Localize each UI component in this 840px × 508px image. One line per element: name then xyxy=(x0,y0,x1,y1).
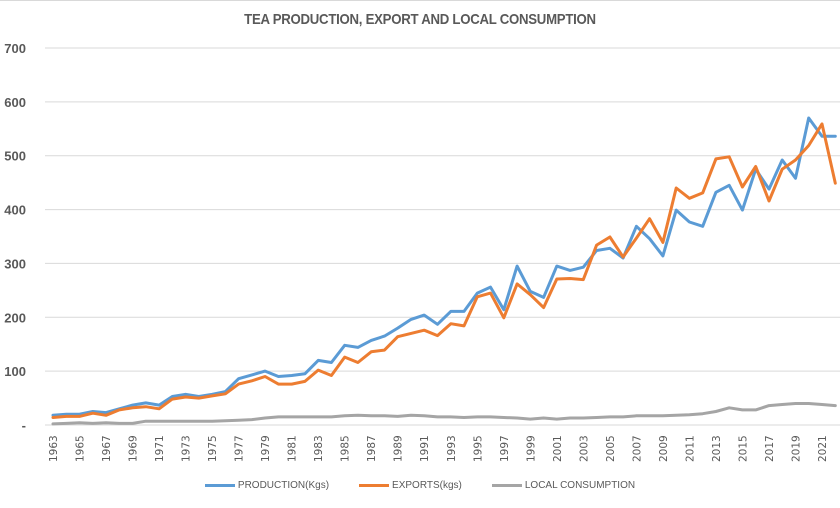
x-tick-label: 1963 xyxy=(48,435,60,462)
x-tick-label: 1987 xyxy=(366,435,378,462)
x-tick-label: 1981 xyxy=(287,435,299,462)
x-tick-label: 2013 xyxy=(711,435,723,462)
x-tick-label: 1997 xyxy=(499,435,511,462)
x-tick-label: 1977 xyxy=(234,435,246,462)
y-tick-label: 100 xyxy=(4,364,26,379)
x-axis-ticks: 1963 1965 1967 1969 1971 1973 1975 1977 1979 1981… xyxy=(48,435,829,462)
y-axis-ticks: - 100 200 300 400 500 600 700 xyxy=(4,41,26,433)
series-line-local-consumption xyxy=(51,402,837,426)
series-line-exports-kgs xyxy=(51,122,837,419)
x-tick-label: 2015 xyxy=(737,435,749,462)
legend-item-exports: EXPORTS(kgs) xyxy=(359,480,462,491)
x-tick-label: 1983 xyxy=(313,435,325,462)
x-tick-label: 1989 xyxy=(393,435,405,462)
y-tick-label: 400 xyxy=(4,203,26,218)
x-tick-label: 1973 xyxy=(181,435,193,462)
x-tick-label: 2003 xyxy=(578,435,590,462)
x-tick-label: 2001 xyxy=(552,435,564,462)
x-tick-label: 2007 xyxy=(631,435,643,462)
x-tick-label: 1969 xyxy=(128,435,140,462)
legend-label: PRODUCTION(Kgs) xyxy=(237,480,330,491)
y-tick-label: - xyxy=(22,418,26,433)
legend-item-local-consumption: LOCAL CONSUMPTION xyxy=(491,480,636,491)
x-tick-label: 2017 xyxy=(764,435,776,462)
y-tick-label: 200 xyxy=(4,310,26,325)
x-tick-label: 1991 xyxy=(419,435,431,462)
x-tick-label: 2019 xyxy=(790,435,802,462)
x-tick-label: 1971 xyxy=(154,435,166,462)
x-tick-label: 2021 xyxy=(817,435,829,462)
gridlines xyxy=(45,47,840,426)
x-tick-label: 1965 xyxy=(75,435,87,462)
x-tick-label: 2005 xyxy=(605,435,617,462)
x-tick-label: 1995 xyxy=(472,435,484,462)
x-tick-label: 1993 xyxy=(446,435,458,462)
y-tick-label: 600 xyxy=(4,95,26,110)
x-tick-label: 2009 xyxy=(658,435,670,462)
legend-swatch-production xyxy=(204,484,235,487)
x-tick-label: 1999 xyxy=(525,435,537,462)
y-tick-label: 700 xyxy=(4,41,26,56)
legend-swatch-local-consumption xyxy=(491,484,522,487)
legend-label: EXPORTS(kgs) xyxy=(392,480,462,491)
legend-swatch-exports xyxy=(359,484,390,487)
x-tick-label: 2011 xyxy=(684,435,696,462)
x-tick-label: 1967 xyxy=(101,435,113,462)
x-tick-label: 1985 xyxy=(340,435,352,462)
legend-label: LOCAL CONSUMPTION xyxy=(524,480,636,491)
legend: PRODUCTION(Kgs) EXPORTS(kgs) LOCAL CONSU… xyxy=(0,480,840,491)
series-line-production-kgs xyxy=(51,116,837,417)
y-tick-label: 500 xyxy=(4,149,26,164)
x-tick-label: 1975 xyxy=(207,435,219,462)
series-lines xyxy=(51,116,837,426)
legend-item-production: PRODUCTION(Kgs) xyxy=(204,480,330,491)
y-tick-label: 300 xyxy=(4,256,26,271)
chart-title: TEA PRODUCTION, EXPORT AND LOCAL CONSUMP… xyxy=(244,11,596,28)
x-tick-label: 1979 xyxy=(260,435,272,462)
